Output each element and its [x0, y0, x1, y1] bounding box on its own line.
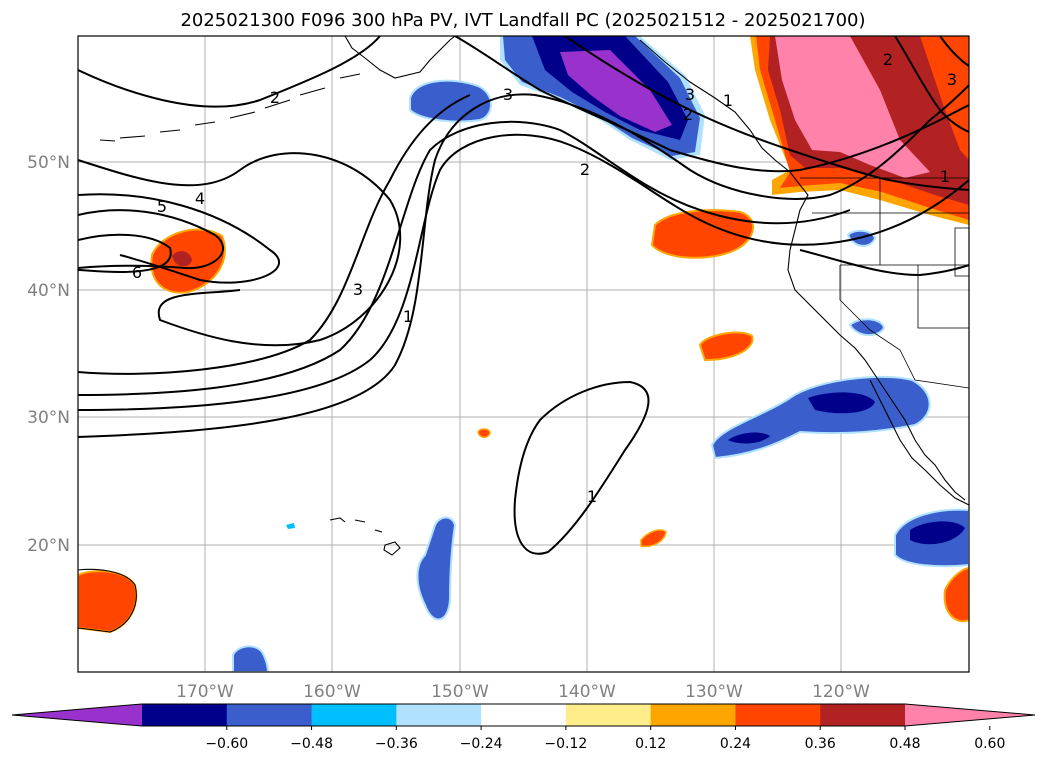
- coastline-southwest-island: [78, 568, 137, 633]
- colorbar-segment: [226, 704, 313, 726]
- lon-tick-label: 170°W: [176, 682, 234, 702]
- colorbar-tick-label: 0.60: [974, 736, 1005, 752]
- positive-region-small-1: [698, 331, 754, 362]
- contour-label: 3: [685, 85, 695, 104]
- negative-region-gulf-alaska: [500, 36, 705, 160]
- contour-label: 3: [503, 85, 513, 104]
- colorbar-tick-label: 0.36: [805, 736, 836, 752]
- contour-label: 6: [132, 263, 142, 282]
- lat-tick-labels: 50°N 40°N 30°N 20°N: [27, 153, 70, 556]
- positive-region-west: [150, 228, 226, 294]
- coastline-north-america: [639, 39, 966, 501]
- colorbar-extend-min: [12, 704, 142, 726]
- contour-label: 4: [195, 189, 205, 208]
- colorbar-segment: [650, 704, 736, 726]
- figure-title: 2025021300 F096 300 hPa PV, IVT Landfall…: [180, 10, 865, 31]
- contour-4: [78, 193, 280, 284]
- colorbar-segment: [735, 704, 821, 726]
- colorbar-segment: [820, 704, 906, 726]
- contour-3-north: [454, 36, 969, 173]
- lat-tick-label: 50°N: [27, 153, 70, 173]
- colorbar-segment: [142, 704, 228, 726]
- contour-label: 1: [940, 167, 950, 186]
- lon-tick-labels: 170°W 160°W 150°W 140°W 130°W 120°W: [176, 682, 870, 702]
- contour-1-loop: [513, 380, 650, 555]
- colorbar-tick-label: −0.12: [544, 736, 587, 752]
- contour-6: [78, 233, 172, 274]
- contour-label-group: 2 3 2 3 1 4 5 6 1 1 1 2 2 3 3: [132, 50, 957, 506]
- lon-tick-label: 160°W: [303, 682, 361, 702]
- map-frame: [77, 35, 970, 673]
- lon-tick-label: 120°W: [812, 682, 870, 702]
- contour-2-ne: [564, 36, 969, 191]
- lat-tick-label: 30°N: [27, 408, 70, 428]
- lon-tick-label: 150°W: [431, 682, 489, 702]
- coastline-hawaii: [329, 517, 401, 556]
- contour-2-east: [894, 36, 969, 133]
- colorbar-tick-label: −0.36: [375, 736, 418, 752]
- ca-border: [839, 265, 969, 389]
- contour-2-mid: [78, 120, 851, 396]
- colorbar-outline: [11, 703, 1036, 727]
- colorbar-segment: [481, 704, 567, 726]
- contour-1-outer: [78, 84, 969, 438]
- contour-5: [78, 209, 225, 270]
- lon-tick-label: 130°W: [685, 682, 743, 702]
- colorbar: −0.60 −0.48 −0.36 −0.24 −0.12 0.12 0.24 0.36 0.4…: [11, 703, 1036, 752]
- positive-region-small-3: [640, 529, 667, 548]
- contour-2-north: [78, 36, 381, 108]
- coastline-baja: [869, 379, 969, 506]
- colorbar-segment: [565, 704, 652, 726]
- lon-tick-label: 140°W: [558, 682, 616, 702]
- positive-region-ne-pacific: [650, 209, 755, 259]
- pv-contours: [78, 36, 969, 555]
- colorbar-segment: [396, 704, 482, 726]
- contour-label: 2: [270, 88, 280, 107]
- colorbar-tick-label: −0.48: [290, 736, 333, 752]
- positive-region-southeast: [943, 566, 969, 623]
- contour-1-mid: [78, 133, 969, 411]
- contour-label: 3: [947, 70, 957, 89]
- negative-region-tiny: [286, 523, 295, 529]
- contour-label: 3: [353, 280, 363, 299]
- contour-3-west: [78, 152, 402, 347]
- positive-region-small-2: [477, 428, 491, 438]
- colorbar-tick-label: 0.48: [889, 736, 920, 752]
- colorbar-tick-label: 0.24: [720, 736, 751, 752]
- negative-region-subtropical: [710, 375, 931, 460]
- negative-region-central: [416, 516, 457, 621]
- negative-region-southeast-core: [910, 521, 965, 545]
- contour-label: 1: [403, 307, 413, 326]
- colorbar-extend-max: [905, 704, 1035, 726]
- coastlines: [78, 36, 969, 633]
- contour-1-se: [799, 249, 969, 277]
- negative-region-north-pacific: [409, 79, 492, 123]
- contour-label: 2: [883, 50, 893, 69]
- contour-3-mid: [78, 94, 471, 375]
- contour-label: 2: [683, 105, 693, 124]
- colorbar-tick-label: −0.24: [460, 736, 503, 752]
- colorbar-tick-label: 0.12: [635, 736, 666, 752]
- coastline-aleutians: [99, 73, 361, 142]
- colorbar-segment: [311, 704, 397, 726]
- contour-label: 2: [580, 160, 590, 179]
- colorbar-tick-label: −0.60: [205, 736, 248, 752]
- lat-tick-label: 40°N: [27, 281, 70, 301]
- contour-label: 1: [723, 91, 733, 110]
- contour-label: 1: [587, 487, 597, 506]
- lat-tick-label: 20°N: [27, 536, 70, 556]
- contour-3-east: [939, 36, 969, 67]
- contour-label: 5: [157, 197, 167, 216]
- map-panel: 2 3 2 3 1 4 5 6 1 1 1 2 2 3 3: [77, 35, 970, 673]
